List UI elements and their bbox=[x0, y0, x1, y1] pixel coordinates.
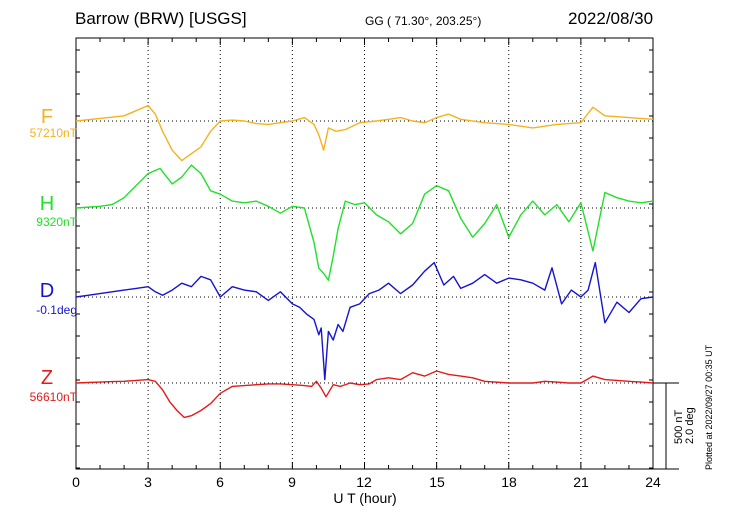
series-line-F bbox=[75, 104, 654, 162]
d-component-baseline: -0.1deg bbox=[36, 303, 77, 317]
x-tick-label-12: 12 bbox=[356, 474, 372, 490]
f-component-baseline: 57210nT bbox=[29, 126, 77, 140]
scale-bar bbox=[653, 382, 679, 470]
x-tick-label-3: 3 bbox=[144, 474, 152, 490]
f-component-letter: F bbox=[40, 106, 54, 128]
vertical-gridlines bbox=[147, 38, 582, 469]
x-tick-label-0: 0 bbox=[72, 474, 80, 490]
h-component-baseline: 9320nT bbox=[36, 215, 77, 229]
series-line-Z bbox=[75, 370, 654, 419]
coordinates-title: GG ( 71.30°, 203.25°) bbox=[365, 14, 482, 28]
z-component-letter: Z bbox=[40, 367, 54, 389]
h-component-letter: H bbox=[39, 193, 55, 215]
x-tick-label-6: 6 bbox=[216, 474, 224, 490]
baseline-guides bbox=[76, 120, 653, 384]
axis-ticks bbox=[75, 38, 654, 469]
x-tick-label-15: 15 bbox=[429, 474, 445, 490]
z-component-baseline: 56610nT bbox=[29, 390, 77, 404]
x-tick-label-24: 24 bbox=[645, 474, 661, 490]
plotted-timestamp: Plotted at 2022/09/27 00:35 UT bbox=[704, 344, 714, 470]
d-component-letter: D bbox=[39, 280, 55, 302]
series-line-H bbox=[75, 164, 654, 281]
series-lines bbox=[75, 104, 654, 419]
date-title: 2022/08/30 bbox=[568, 9, 654, 28]
x-tick-label-9: 9 bbox=[288, 474, 296, 490]
x-tick-label-18: 18 bbox=[501, 474, 517, 490]
series-line-D bbox=[75, 261, 654, 381]
station-title: Barrow (BRW) [USGS] bbox=[75, 9, 247, 28]
x-axis-label: U T (hour) bbox=[333, 490, 397, 506]
x-tick-label-21: 21 bbox=[573, 474, 589, 490]
scale-bar-deg-label: 2.0 deg bbox=[684, 407, 696, 444]
